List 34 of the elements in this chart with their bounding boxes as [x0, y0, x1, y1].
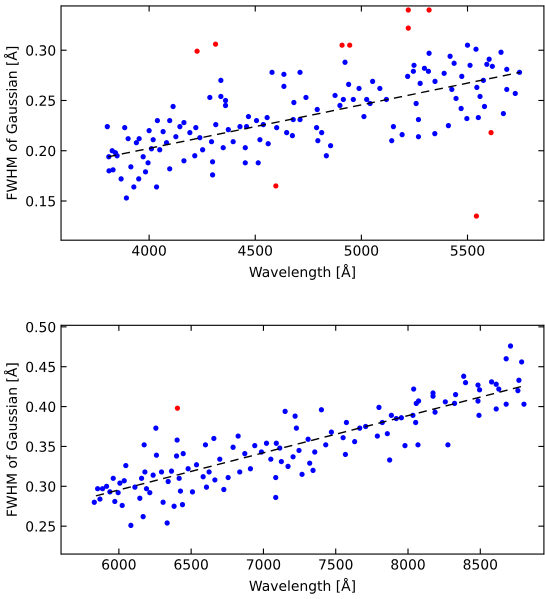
point — [406, 26, 411, 31]
point — [426, 7, 432, 13]
x-tick-label: 6500 — [174, 559, 208, 570]
point — [339, 42, 345, 48]
y-tick-label: 0.25 — [26, 521, 55, 532]
point — [347, 42, 352, 48]
y-tick-label: 0.30 — [26, 481, 56, 492]
y-tick-label: 0.40 — [26, 402, 56, 412]
y-axis-title: FWHM of Gaussian [Å] — [4, 363, 19, 516]
y-tick-label: 0.45 — [26, 362, 55, 372]
y-tick-label: 0.25 — [26, 95, 55, 106]
y-tick-label: 0.30 — [26, 45, 56, 56]
x-axis-title: Wavelength [Å] — [249, 264, 355, 280]
x-tick-label: 5500 — [450, 245, 484, 256]
x-tick-label: 8500 — [464, 559, 498, 570]
point — [406, 7, 411, 13]
x-tick-label: 7000 — [246, 559, 280, 570]
point — [273, 183, 278, 189]
x-tick-label: 4000 — [132, 245, 166, 256]
point — [474, 213, 480, 219]
y-tick-label: 0.50 — [26, 322, 56, 332]
point — [488, 130, 494, 136]
x-axis-title: Wavelength [Å] — [249, 578, 355, 594]
x-tick-label: 7500 — [319, 559, 352, 570]
x-tick-label: 8000 — [391, 559, 425, 570]
y-tick-label: 0.15 — [26, 196, 55, 206]
point — [212, 42, 218, 47]
x-tick-label: 5000 — [344, 245, 378, 256]
point — [194, 48, 200, 54]
x-tick-label: 4500 — [238, 245, 272, 256]
x-tick-label: 6000 — [102, 559, 136, 570]
y-axis-title: FWHM of Gaussian [Å] — [4, 46, 19, 200]
y-tick-label: 0.20 — [26, 146, 56, 156]
y-tick-label: 0.35 — [26, 441, 55, 452]
